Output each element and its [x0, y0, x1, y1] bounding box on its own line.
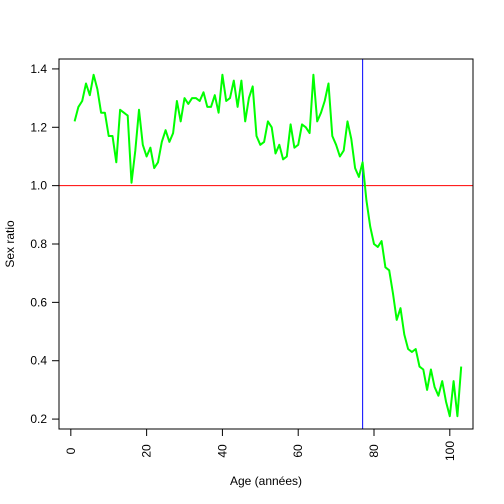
y-tick-label: 1.0: [30, 179, 47, 193]
x-tick-label: 100: [443, 441, 457, 461]
x-tick-label: 60: [291, 444, 305, 458]
y-tick-label: 1.4: [30, 62, 47, 76]
x-tick-label: 40: [215, 444, 229, 458]
x-axis: 0 20 40 60 80 100: [64, 429, 457, 461]
y-tick-label: 0.6: [30, 295, 47, 309]
y-tick-label: 0.2: [30, 412, 47, 426]
y-tick-label: 1.2: [30, 120, 47, 134]
series-line: [73, 73, 463, 418]
y-axis-title: Sex ratio: [3, 220, 17, 268]
y-tick-label: 0.4: [30, 354, 47, 368]
series-layer: [73, 73, 463, 418]
y-tick-label: 0.8: [30, 237, 47, 251]
x-tick-label: 20: [140, 444, 154, 458]
x-tick-label: 0: [64, 447, 78, 454]
reference-lines: [59, 59, 473, 429]
x-axis-title: Age (années): [230, 474, 302, 488]
plot-frame: [58, 58, 474, 430]
x-tick-label: 80: [367, 444, 381, 458]
y-axis: 0.2 0.4 0.6 0.8 1.0 1.2 1.4: [30, 62, 59, 426]
